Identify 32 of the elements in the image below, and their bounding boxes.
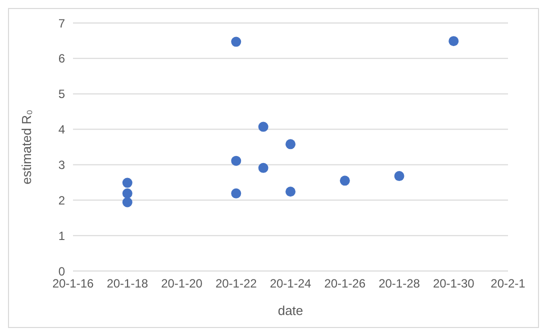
point — [231, 156, 242, 166]
x-tick-label: 20-1-26 — [324, 276, 366, 291]
y-tick-label: 6 — [58, 52, 66, 66]
point — [231, 36, 242, 47]
x-tick-label: 20-1-20 — [161, 276, 203, 291]
x-tick-label: 20-2-1 — [490, 276, 526, 291]
x-tick-label: 20-1-16 — [52, 276, 94, 291]
x-tick-label: 20-1-24 — [270, 276, 312, 291]
y-tick-label: 0 — [58, 264, 66, 278]
x-tick-label: 20-1-22 — [215, 276, 258, 291]
point — [258, 162, 268, 173]
x-tick-label: 20-1-28 — [378, 276, 420, 291]
point — [340, 176, 350, 186]
y-tick-label: 4 — [58, 122, 66, 137]
point — [258, 122, 268, 132]
point — [286, 139, 296, 150]
point — [231, 188, 242, 198]
y-axis-title: estimated R₀ — [19, 110, 34, 184]
y-tick-label: 1 — [58, 228, 66, 243]
x-tick-label: 20-1-30 — [432, 276, 475, 291]
point — [122, 197, 132, 208]
x-tick-label: 20-1-18 — [106, 276, 148, 291]
point — [122, 188, 132, 198]
y-tick-label: 2 — [58, 193, 66, 208]
point — [448, 36, 459, 46]
y-tick-label: 3 — [58, 158, 66, 172]
point — [286, 186, 296, 197]
y-tick-label: 7 — [58, 16, 66, 30]
y-tick-label: 5 — [58, 87, 66, 102]
point — [122, 178, 132, 188]
x-axis-title: date — [278, 303, 304, 318]
point — [394, 171, 404, 182]
